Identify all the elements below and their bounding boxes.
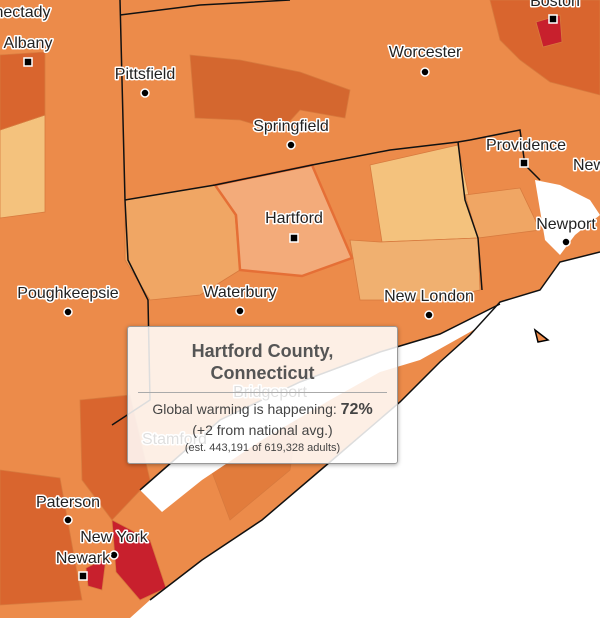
city-marker xyxy=(140,88,150,98)
ri-ma-border xyxy=(469,129,541,181)
tooltip-stat: Global warming is happening: 72% xyxy=(128,401,397,419)
city-marker xyxy=(63,515,73,525)
comparison: (+2 from national avg.) xyxy=(192,422,333,438)
city-label: New London xyxy=(384,288,474,305)
city-label: Newport xyxy=(536,216,596,233)
value: 72% xyxy=(340,401,373,418)
estimate: (est. 443,191 of 619,328 adults) xyxy=(184,442,341,454)
city-marker xyxy=(235,306,245,316)
city-label: Boston xyxy=(530,0,580,10)
city-marker xyxy=(23,57,33,67)
city-label: Schenectady xyxy=(0,4,51,21)
city-label: Hartford xyxy=(265,210,323,227)
long-island-sound xyxy=(140,300,522,512)
tooltip-title: Hartford County, Connecticut xyxy=(191,341,334,383)
city-label: Albany xyxy=(4,35,53,52)
bay xyxy=(535,180,600,255)
city-label: New Bedford xyxy=(573,157,600,174)
vt-border xyxy=(119,0,291,16)
city-label: Springfield xyxy=(253,118,329,135)
city-marker xyxy=(420,67,430,77)
county xyxy=(111,519,167,601)
city-marker xyxy=(289,233,299,243)
city-marker xyxy=(109,550,119,560)
island xyxy=(533,328,550,343)
city-label: Paterson xyxy=(36,494,100,511)
city-marker xyxy=(424,310,434,320)
county xyxy=(489,0,600,96)
county xyxy=(0,469,83,606)
county xyxy=(0,51,46,131)
coastline xyxy=(149,251,600,601)
city-marker xyxy=(78,571,88,581)
city-marker xyxy=(561,237,571,247)
city-label: Waterbury xyxy=(203,284,276,301)
divider xyxy=(138,392,387,393)
county xyxy=(349,237,481,301)
city-label: New York xyxy=(80,529,149,546)
tooltip: Hartford County, Connecticut Global warm… xyxy=(127,326,398,464)
city-label: Newark xyxy=(56,550,111,567)
city-marker xyxy=(519,158,529,168)
city-marker xyxy=(548,14,558,24)
city-label: Pittsfield xyxy=(115,66,175,83)
city-label: Worcester xyxy=(389,44,462,61)
city-label: Providence xyxy=(486,137,566,154)
city-marker xyxy=(63,307,73,317)
city-label: Poughkeepsie xyxy=(17,285,119,302)
county xyxy=(0,114,46,219)
city-marker xyxy=(286,140,296,150)
ct-ri-border xyxy=(457,141,483,291)
ct-ma-border xyxy=(124,139,471,201)
county xyxy=(189,54,351,133)
question: Global warming is happening: xyxy=(152,401,337,417)
